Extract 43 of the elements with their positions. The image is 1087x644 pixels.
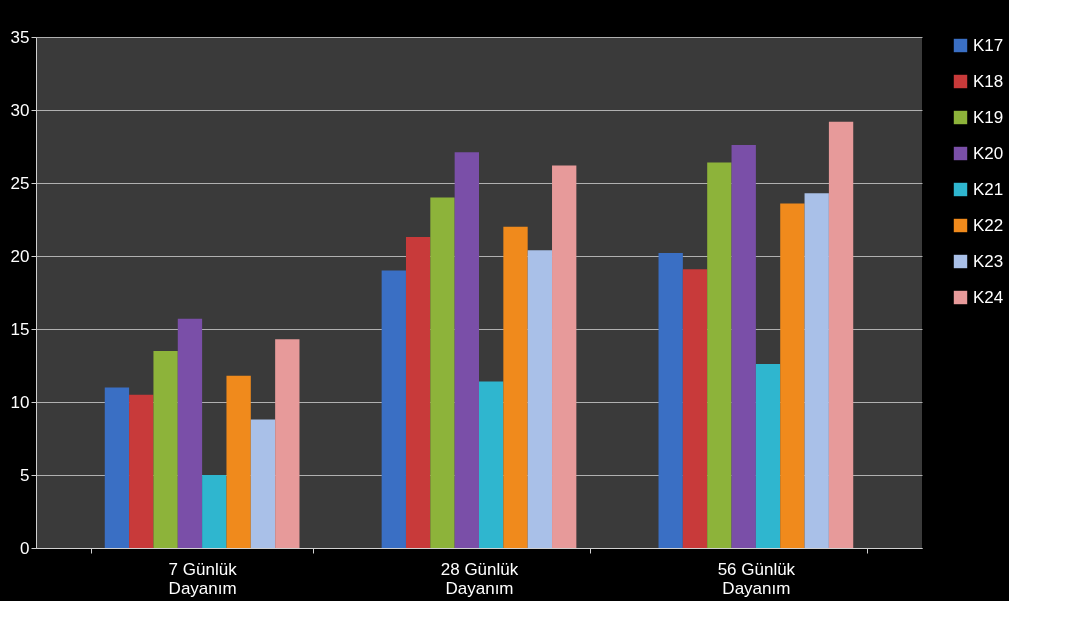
- legend-label: K24: [973, 287, 1004, 307]
- bar: [129, 394, 154, 548]
- bar: [226, 375, 251, 548]
- y-tick-label: 10: [10, 392, 30, 412]
- legend-label: K21: [973, 179, 1004, 199]
- bar: [454, 152, 479, 548]
- y-tick-label: 30: [10, 100, 30, 120]
- bar: [405, 237, 431, 548]
- bar: [527, 250, 553, 548]
- bar: [381, 270, 406, 548]
- y-tick-label: 20: [10, 246, 30, 266]
- legend-label: K19: [973, 107, 1004, 127]
- bar: [804, 193, 829, 548]
- legend-label: K20: [973, 143, 1004, 163]
- bar: [780, 203, 805, 548]
- bar: [104, 387, 130, 548]
- x-tick-label: 28 Günlük Dayanım: [440, 559, 519, 598]
- bar: [707, 162, 732, 548]
- bar: [177, 318, 203, 548]
- bar: [682, 269, 708, 548]
- legend-label: K18: [973, 71, 1004, 91]
- bar: [202, 475, 227, 548]
- legend-label: K23: [973, 251, 1004, 271]
- bar: [755, 364, 781, 548]
- y-tick-label: 25: [10, 173, 30, 193]
- legend-label: K22: [973, 215, 1004, 235]
- bar: [828, 121, 854, 548]
- bar: [479, 381, 504, 548]
- bar: [153, 350, 178, 548]
- bar: [552, 165, 577, 548]
- legend-label: K17: [973, 35, 1004, 55]
- x-tick-label: 7 Günlük Dayanım: [168, 559, 238, 598]
- y-tick-label: 35: [10, 27, 30, 47]
- y-tick-label: 5: [20, 465, 30, 485]
- x-tick-label: 56 Günlük Dayanım: [717, 559, 796, 598]
- bar: [503, 226, 528, 548]
- bar: [250, 419, 276, 548]
- y-tick-label: 15: [10, 319, 30, 339]
- y-tick-label: 0: [20, 538, 30, 558]
- bar: [731, 145, 756, 548]
- bar: [275, 339, 300, 548]
- bar: [430, 197, 455, 548]
- bar: [658, 253, 683, 548]
